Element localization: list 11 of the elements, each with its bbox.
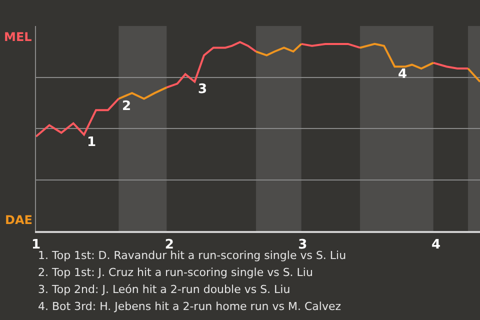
text: DAE — [5, 213, 32, 227]
text: MEL — [4, 30, 32, 44]
x-tick-label: 4 — [431, 238, 441, 253]
text: 4. Bot 3rd: H. Jebens hit a 2-run home run vs M. Calvez — [38, 300, 342, 313]
annotation: 3 — [198, 82, 208, 97]
annotation: 4 — [398, 67, 408, 82]
annotation: 1 — [87, 135, 96, 150]
x-tick-label: 1 — [31, 238, 41, 253]
text: 3. Top 2nd: J. León hit a 2-run double vs S. Liu — [38, 283, 290, 296]
text: 2. Top 1st: J. Cruz hit a run-scoring single vs S. Liu — [38, 266, 313, 279]
annotation: 2 — [122, 99, 132, 114]
